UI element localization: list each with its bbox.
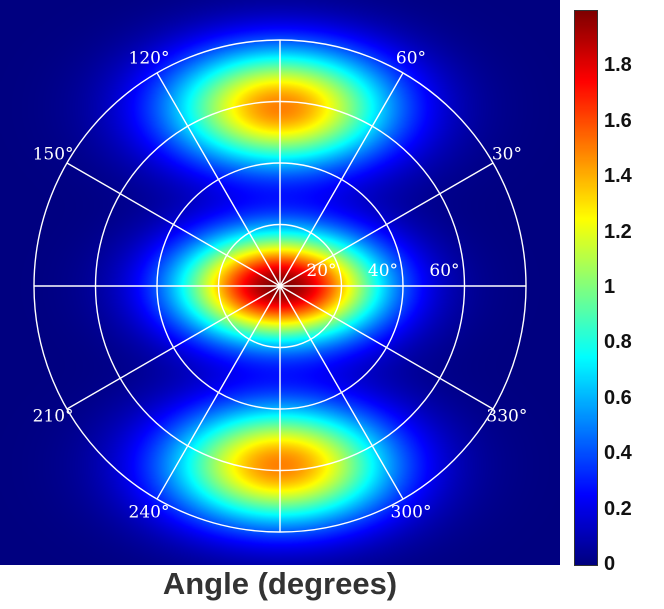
radial-tick-label: 40° bbox=[368, 261, 398, 281]
polar-heatmap-plot: 30° 60° 120° 150° 210° 240° 300° 330° 20° 40° 60° bbox=[0, 0, 560, 565]
angle-tick-label: 150° bbox=[33, 145, 74, 165]
angle-tick-label: 240° bbox=[129, 502, 170, 522]
colorbar-tick-label: 0.2 bbox=[604, 497, 632, 520]
colorbar-tick-label: 0.8 bbox=[604, 331, 632, 354]
angle-grid-spoke bbox=[279, 285, 494, 410]
angle-grid-spoke bbox=[279, 72, 404, 287]
angle-tick-label: 120° bbox=[129, 49, 170, 69]
colorbar-tick-label: 1.2 bbox=[604, 220, 632, 243]
angle-grid-spoke bbox=[66, 162, 281, 287]
angle-grid-spoke bbox=[156, 285, 281, 500]
angle-tick-label: 210° bbox=[33, 407, 74, 427]
angle-tick-label: 30° bbox=[492, 145, 522, 165]
colorbar-tick-label: 0.6 bbox=[604, 386, 632, 409]
angle-grid-spoke bbox=[156, 72, 281, 287]
angle-grid-spoke bbox=[66, 285, 281, 410]
radial-tick-label: 20° bbox=[306, 261, 336, 281]
polar-grid: 30° 60° 120° 150° 210° 240° 300° 330° 20° 40° 60° bbox=[33, 39, 527, 533]
angle-tick-label: 330° bbox=[486, 407, 527, 427]
x-axis-label: Angle (degrees) bbox=[162, 566, 398, 601]
angle-tick-label: 60° bbox=[396, 49, 426, 69]
angle-tick-label: 300° bbox=[391, 502, 432, 522]
colorbar-tick-label: 1 bbox=[604, 276, 616, 298]
colorbar-gradient bbox=[575, 11, 597, 565]
radial-tick-label: 60° bbox=[429, 261, 459, 281]
colorbar-tick-label: 0 bbox=[604, 553, 616, 575]
angle-grid-spoke bbox=[279, 285, 404, 500]
colorbar-tick-label: 1.4 bbox=[604, 165, 632, 188]
colorbar-tick-label: 0.4 bbox=[604, 442, 632, 465]
colorbar-tick-label: 1.6 bbox=[604, 109, 632, 132]
colorbar bbox=[574, 10, 598, 566]
colorbar-tick-label: 1.8 bbox=[604, 54, 632, 77]
angle-grid-spoke bbox=[279, 162, 494, 287]
colorbar-tick-labels: 0 0.2 0.4 0.6 0.8 1 1.2 1.4 1.6 1.8 bbox=[602, 0, 664, 609]
